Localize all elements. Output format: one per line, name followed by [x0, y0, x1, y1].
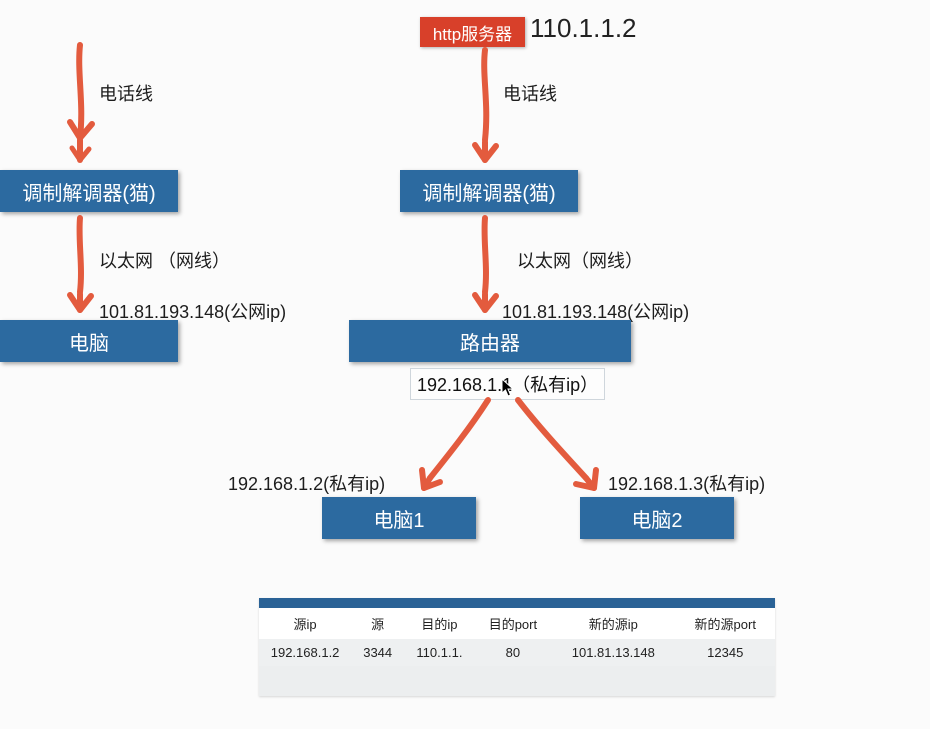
router-node: 路由器 [349, 320, 631, 362]
pc1-ip-label: 192.168.1.2(私有ip) [228, 470, 385, 496]
pc2-ip-label: 192.168.1.3(私有ip) [608, 470, 765, 496]
phone-line-label-left: 电话线 [99, 80, 153, 106]
arrow-left-1 [62, 43, 102, 173]
phone-line-label-right: 电话线 [503, 80, 557, 106]
arrow-split-left [410, 398, 510, 503]
ethernet-label-left: 以太网 （网线） [99, 247, 230, 273]
col-new-src-port: 新的源port [675, 608, 775, 639]
col-src-port: 源 [351, 608, 404, 639]
nat-table-blank-row [259, 666, 775, 696]
col-dst-ip: 目的ip [404, 608, 474, 639]
col-src-ip: 源ip [259, 608, 351, 639]
diagram-canvas: http服务器 110.1.1.2 电话线 调制解调器(猫) 以太网 （网线） … [0, 0, 930, 729]
nat-table-topbar [259, 598, 775, 608]
col-new-src-ip: 新的源ip [551, 608, 675, 639]
arrow-right-2 [467, 216, 507, 321]
nat-table-row: 192.168.1.2 3344 110.1.1. 80 101.81.13.1… [259, 639, 775, 666]
pc1-node: 电脑1 [322, 497, 476, 539]
http-server-node: http服务器 [420, 17, 525, 47]
pc-left-node: 电脑 [0, 320, 178, 362]
pc2-node: 电脑2 [580, 497, 734, 539]
modem-left-node: 调制解调器(猫) [0, 170, 178, 212]
nat-table-header-row: 源ip 源 目的ip 目的port 新的源ip 新的源port [259, 608, 775, 639]
cell-new-src-ip: 101.81.13.148 [551, 639, 675, 666]
cell-dst-ip: 110.1.1. [404, 639, 474, 666]
nat-table: 源ip 源 目的ip 目的port 新的源ip 新的源port 192.168.… [259, 598, 775, 696]
cell-dst-port: 80 [475, 639, 551, 666]
cell-new-src-port: 12345 [675, 639, 775, 666]
arrow-left-2 [62, 216, 102, 321]
col-dst-port: 目的port [475, 608, 551, 639]
modem-right-node: 调制解调器(猫) [400, 170, 578, 212]
http-server-ip: 110.1.1.2 [530, 13, 637, 44]
cell-src-ip: 192.168.1.2 [259, 639, 351, 666]
cell-src-port: 3344 [351, 639, 404, 666]
arrow-split-right [508, 398, 618, 503]
ethernet-label-right: 以太网（网线） [517, 247, 643, 273]
arrow-right-1 [467, 48, 507, 173]
router-private-ip: 192.168.1.1（私有ip） [410, 368, 605, 400]
